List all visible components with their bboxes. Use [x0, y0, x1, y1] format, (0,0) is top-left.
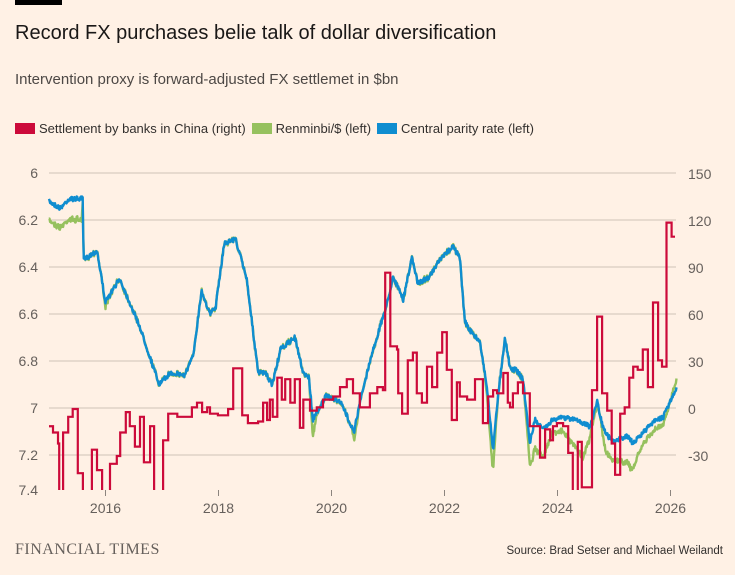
- left-axis-tick-label: 6.4: [19, 259, 39, 275]
- right-axis-tick-label: 150: [688, 166, 712, 182]
- legend: Settlement by banks in China (right) Ren…: [15, 121, 534, 136]
- legend-swatch-renminbi: [251, 123, 272, 134]
- right-axis-tick-label: 60: [688, 307, 704, 323]
- ft-logo: FINANCIAL TIMES: [15, 541, 160, 558]
- x-axis-tick-label: 2018: [203, 500, 234, 516]
- x-axis-tick-label: 2020: [316, 500, 347, 516]
- settlement-series-line: [49, 221, 675, 490]
- right-axis-tick-label: 90: [688, 260, 704, 276]
- left-axis-tick-label: 6.2: [19, 212, 39, 228]
- legend-label-settlement: Settlement by banks in China (right): [39, 121, 246, 136]
- legend-item-central-parity: Central parity rate (left): [377, 121, 534, 136]
- right-axis-tick-label: 120: [688, 213, 712, 229]
- left-axis-tick-label: 6: [30, 165, 38, 181]
- x-axis-tick-label: 2026: [655, 500, 686, 516]
- left-axis-tick-label: 7.4: [19, 482, 39, 498]
- legend-swatch-settlement: [15, 123, 35, 134]
- chart-title: Record FX purchases belie talk of dollar…: [15, 22, 497, 44]
- legend-item-renminbi: Renminbi/$ (left): [251, 121, 372, 136]
- legend-item-settlement: Settlement by banks in China (right): [15, 121, 246, 136]
- left-axis-tick-label: 7: [30, 400, 38, 416]
- source-note: Source: Brad Setser and Michael Weilandt: [506, 545, 723, 557]
- series-lines: [47, 195, 678, 490]
- x-axis-tick-label: 2024: [542, 500, 573, 516]
- left-axis-tick-label: 7.2: [19, 447, 39, 463]
- left-axis-tick-label: 6.8: [19, 353, 39, 369]
- left-axis-tick-label: 6.6: [19, 306, 39, 322]
- x-axis-tick-label: 2016: [90, 500, 121, 516]
- axis-labels: 6 6.2 6.4 6.6 6.8 7 7.2 7.4 150 120 90 60 30 0 -30 2016…: [19, 165, 712, 516]
- legend-label-renminbi: Renminbi/$ (left): [275, 121, 372, 136]
- chart-subtitle: Intervention proxy is forward-adjusted F…: [15, 71, 399, 88]
- legend-swatch-central-parity: [377, 123, 398, 134]
- right-axis-tick-label: 30: [688, 354, 704, 370]
- right-axis-tick-label: 0: [688, 401, 696, 417]
- x-axis-tick-label: 2022: [429, 500, 460, 516]
- right-axis-tick-label: -30: [688, 448, 708, 464]
- gridlines: [49, 172, 676, 456]
- central-parity-series-line: [47, 195, 678, 450]
- legend-label-central-parity: Central parity rate (left): [401, 121, 534, 136]
- ft-top-bar: [15, 0, 62, 5]
